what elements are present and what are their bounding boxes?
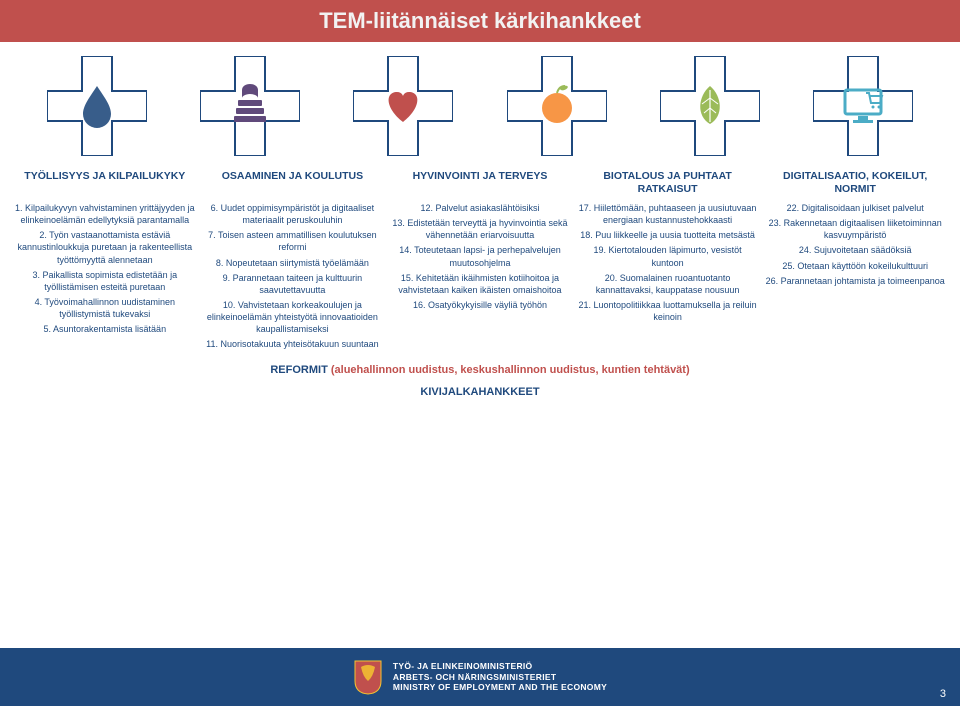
list-item: 1. Kilpailukyvyn vahvistaminen yrittäjyy… — [14, 202, 196, 226]
reformit-line: REFORMIT (aluehallinnon uudistus, keskus… — [0, 364, 960, 376]
list-item: 26. Parannetaan johtamista ja toimeenpan… — [764, 275, 946, 287]
icon-row — [0, 42, 960, 166]
columns-container: TYÖLLISYYS JA KILPAILUKYKY 1. Kilpailukyv… — [0, 166, 960, 354]
footer-text: TYÖ- JA ELINKEINOMINISTERIÖ ARBETS- OCH … — [393, 661, 607, 693]
column-items: 22. Digitalisoidaan julkiset palvelut 23.… — [764, 202, 946, 287]
books-icon — [200, 56, 300, 156]
column-items: 1. Kilpailukyvyn vahvistaminen yrittäjyy… — [14, 202, 196, 335]
column-items: 17. Hiilettömään, puhtaaseen ja uusiutuv… — [577, 202, 759, 323]
page-number: 3 — [940, 688, 946, 700]
list-item: 16. Osatyökykyisille väyliä työhön — [389, 299, 571, 311]
page-title: TEM-liitännäiset kärkihankkeet — [0, 0, 960, 42]
list-item: 18. Puu liikkeelle ja uusia tuotteita me… — [577, 229, 759, 241]
list-item: 24. Sujuvoitetaan säädöksiä — [764, 244, 946, 256]
list-item: 13. Edistetään terveyttä ja hyvinvointia… — [389, 217, 571, 241]
list-item: 8. Nopeutetaan siirtymistä työelämään — [202, 257, 384, 269]
list-item: 21. Luontopolitiikkaa luottamuksella ja … — [577, 299, 759, 323]
kivijalka-label: KIVIJALKAHANKKEET — [0, 386, 960, 398]
list-item: 2. Työn vastaanottamista estäviä kannust… — [14, 229, 196, 265]
column: TYÖLLISYYS JA KILPAILUKYKY 1. Kilpailukyv… — [14, 170, 196, 354]
footer-line3: MINISTRY OF EMPLOYMENT AND THE ECONOMY — [393, 682, 607, 693]
column: HYVINVOINTI JA TERVEYS 12. Palvelut asiak… — [389, 170, 571, 354]
list-item: 6. Uudet oppimisympäristöt ja digitaalis… — [202, 202, 384, 226]
monitor-cart-icon — [813, 56, 913, 156]
column-items: 6. Uudet oppimisympäristöt ja digitaalis… — [202, 202, 384, 351]
column-title: OSAAMINEN JA KOULUTUS — [202, 170, 384, 196]
heart-icon — [353, 56, 453, 156]
column: BIOTALOUS JA PUHTAAT RATKAISUT 17. Hiilet… — [577, 170, 759, 354]
footer-line2: ARBETS- OCH NÄRINGSMINISTERIET — [393, 672, 607, 683]
list-item: 17. Hiilettömään, puhtaaseen ja uusiutuv… — [577, 202, 759, 226]
drop-icon — [47, 56, 147, 156]
list-item: 12. Palvelut asiakaslähtöisiksi — [389, 202, 571, 214]
list-item: 20. Suomalainen ruoantuotanto kannattava… — [577, 272, 759, 296]
list-item: 9. Parannetaan taiteen ja kulttuurin saa… — [202, 272, 384, 296]
column-title: TYÖLLISYYS JA KILPAILUKYKY — [14, 170, 196, 196]
reformit-text: (aluehallinnon uudistus, keskushallinnon… — [328, 364, 690, 376]
column-items: 12. Palvelut asiakaslähtöisiksi 13. Edist… — [389, 202, 571, 311]
list-item: 4. Työvoimahallinnon uudistaminen työlli… — [14, 296, 196, 320]
crest-icon — [353, 659, 383, 695]
list-item: 15. Kehitetään ikäihmisten kotiihoitoa j… — [389, 272, 571, 296]
column-title: DIGITALISAATIO, KOKEILUT, NORMIT — [764, 170, 946, 196]
footer: TYÖ- JA ELINKEINOMINISTERIÖ ARBETS- OCH … — [0, 648, 960, 706]
reformit-label: REFORMIT — [270, 364, 327, 376]
column-title: HYVINVOINTI JA TERVEYS — [389, 170, 571, 196]
list-item: 14. Toteutetaan lapsi- ja perhepalveluje… — [389, 244, 571, 268]
column: OSAAMINEN JA KOULUTUS 6. Uudet oppimisymp… — [202, 170, 384, 354]
list-item: 10. Vahvistetaan korkeakoulujen ja elink… — [202, 299, 384, 335]
list-item: 19. Kiertotalouden läpimurto, vesistöt k… — [577, 244, 759, 268]
list-item: 11. Nuorisotakuuta yhteisötakuun suuntaa… — [202, 338, 384, 350]
apple-icon — [507, 56, 607, 156]
list-item: 3. Paikallista sopimista edistetään ja t… — [14, 269, 196, 293]
list-item: 23. Rakennetaan digitaalisen liiketoimin… — [764, 217, 946, 241]
column-title: BIOTALOUS JA PUHTAAT RATKAISUT — [577, 170, 759, 196]
list-item: 5. Asuntorakentamista lisätään — [14, 323, 196, 335]
leaf-icon — [660, 56, 760, 156]
list-item: 22. Digitalisoidaan julkiset palvelut — [764, 202, 946, 214]
column: DIGITALISAATIO, KOKEILUT, NORMIT 22. Digi… — [764, 170, 946, 354]
list-item: 7. Toisen asteen ammatillisen koulutukse… — [202, 229, 384, 253]
footer-line1: TYÖ- JA ELINKEINOMINISTERIÖ — [393, 661, 607, 672]
list-item: 25. Otetaan käyttöön kokeilukulttuuri — [764, 260, 946, 272]
